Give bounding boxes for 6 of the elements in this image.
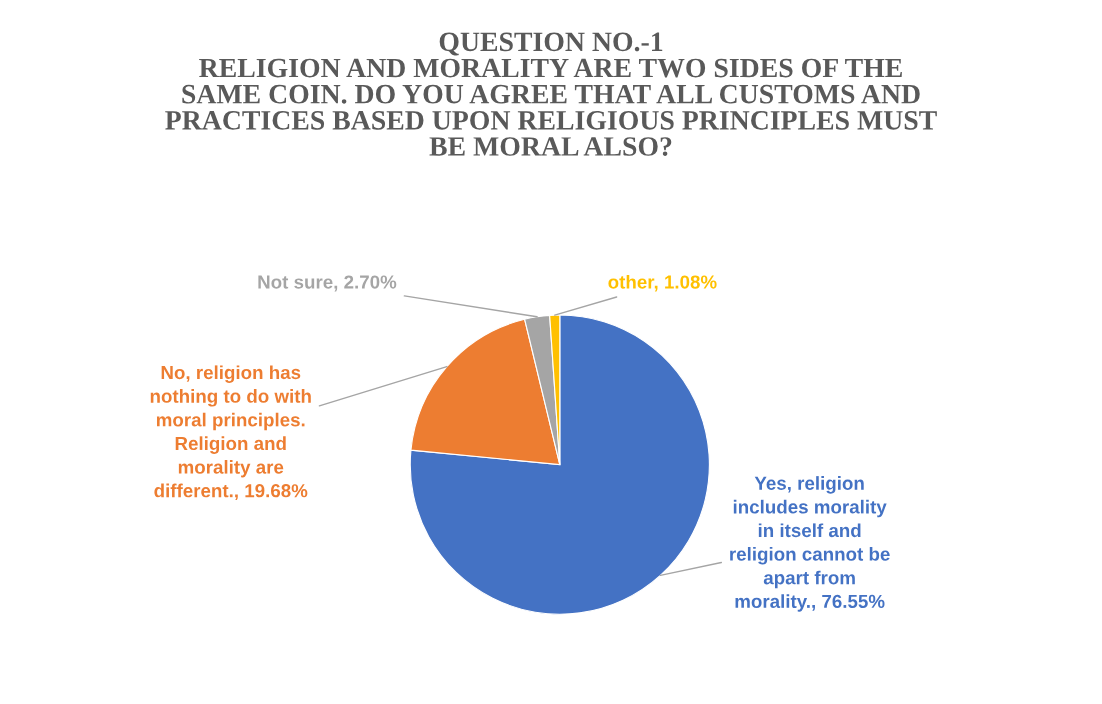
slice-label: Not sure, 2.70% <box>258 275 397 292</box>
chart-title: QUESTION NO.-1 RELIGION AND MORALITY ARE TWO SIDES OF THE SAME COIN. DO YOU AGREE THAT ALL CUSTOMS AND PRACTICES BASED UPON RELIGIOUS PRINCIPLES MUST BE MORAL ALSO? <box>165 32 937 156</box>
slice-label: Yes, religion includes morality in itself and religion cannot be apart from morality., 76.55% <box>730 476 890 612</box>
pie-slice <box>409 314 710 615</box>
slice-label: other, 1.08% <box>608 274 717 292</box>
slice-label: No, religion has nothing to do with moral principles. Religion and morality are different., 19.68% <box>150 365 311 501</box>
